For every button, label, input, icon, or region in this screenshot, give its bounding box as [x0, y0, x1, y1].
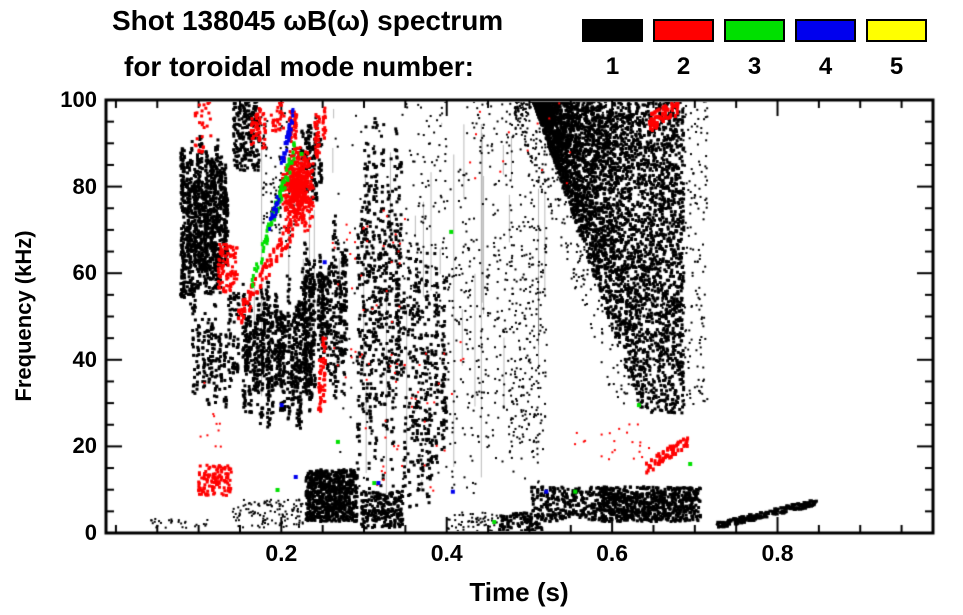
legend-swatch-mode-4: [795, 19, 856, 42]
x-tick-label: 0.2: [265, 540, 298, 566]
chart-title-line1: Shot 138045 ωB(ω) spectrum: [112, 5, 504, 36]
legend-swatch-mode-3: [724, 19, 785, 42]
y-tick-label: 100: [60, 87, 97, 112]
x-axis-title: Time (s): [469, 577, 569, 607]
x-tick-label: 0.4: [430, 540, 463, 566]
y-tick-label: 0: [84, 520, 97, 545]
legend-label-mode-3: 3: [747, 53, 762, 80]
y-axis-title: Frequency (kHz): [11, 230, 36, 402]
legend-label-mode-4: 4: [818, 53, 833, 80]
chart-title-line2: for toroidal mode number:: [124, 51, 474, 82]
legend-number-row: 1 2 3 4 5: [582, 53, 927, 81]
legend-swatch-mode-2: [653, 19, 714, 42]
y-tick-label: 60: [72, 260, 97, 286]
legend-swatch-row: [582, 19, 927, 42]
x-tick-label: 0.8: [761, 540, 794, 566]
y-tick-label: 40: [72, 346, 97, 372]
legend-label-mode-1: 1: [605, 53, 620, 80]
legend-label-mode-2: 2: [676, 53, 691, 80]
y-tick-label: 80: [72, 173, 97, 199]
legend-label-mode-5: 5: [889, 53, 904, 80]
x-tick-label: 0.6: [596, 540, 629, 566]
y-tick-label: 20: [72, 433, 97, 459]
legend-swatch-mode-5: [866, 19, 927, 42]
legend-swatch-mode-1: [582, 19, 643, 42]
